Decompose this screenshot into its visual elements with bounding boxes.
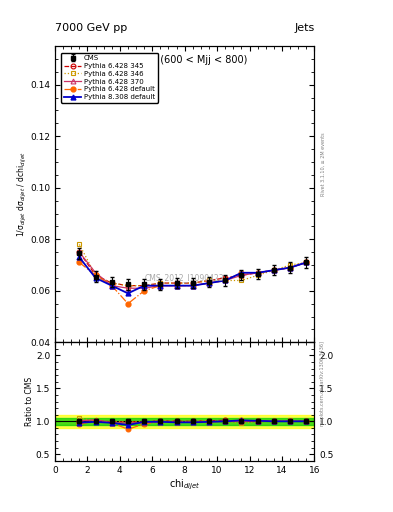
Pythia 8.308 default (93, 275, 98, 281)
Bar (55, 415, 314, 428)
Pythia 6.428 346 (239, 278, 244, 284)
Pythia 8.308 default (304, 260, 309, 266)
Pythia 8.308 default (223, 278, 228, 284)
Pythia 6.428 370 (174, 283, 179, 289)
Text: χ (jets) (600 < Mjj < 800): χ (jets) (600 < Mjj < 800) (123, 55, 247, 65)
Pythia 6.428 346 (109, 280, 114, 286)
Pythia 6.428 346 (191, 280, 195, 286)
Pythia 6.428 345 (126, 283, 130, 289)
Pythia 6.428 default (272, 267, 276, 273)
Pythia 6.428 345 (223, 275, 228, 281)
Line: Pythia 6.428 345: Pythia 6.428 345 (77, 250, 309, 288)
Pythia 8.308 default (77, 254, 82, 261)
Pythia 6.428 345 (255, 270, 260, 276)
Pythia 8.308 default (255, 270, 260, 276)
Pythia 6.428 370 (223, 278, 228, 284)
Pythia 6.428 370 (77, 249, 82, 255)
Pythia 8.308 default (142, 283, 147, 289)
Pythia 8.308 default (158, 283, 163, 289)
Pythia 6.428 346 (223, 278, 228, 284)
Y-axis label: 1/σ$_{dijet}$ dσ$_{dijet}$ / dchi$_{dijet}$: 1/σ$_{dijet}$ dσ$_{dijet}$ / dchi$_{dije… (16, 151, 29, 237)
Pythia 6.428 default (239, 270, 244, 276)
Text: Rivet 3.1.10, ≥ 2M events: Rivet 3.1.10, ≥ 2M events (320, 132, 325, 196)
Pythia 8.308 default (207, 280, 211, 286)
Pythia 6.428 346 (142, 283, 147, 289)
Pythia 6.428 370 (126, 285, 130, 291)
Pythia 6.428 370 (288, 265, 292, 271)
Pythia 6.428 370 (239, 272, 244, 279)
Pythia 6.428 370 (142, 285, 147, 291)
Pythia 6.428 default (288, 265, 292, 271)
Pythia 6.428 345 (109, 280, 114, 286)
Legend: CMS, Pythia 6.428 345, Pythia 6.428 346, Pythia 6.428 370, Pythia 6.428 default,: CMS, Pythia 6.428 345, Pythia 6.428 346,… (61, 53, 158, 103)
Pythia 6.428 370 (93, 270, 98, 276)
Pythia 6.428 370 (255, 270, 260, 276)
Pythia 6.428 370 (109, 283, 114, 289)
Pythia 6.428 default (126, 301, 130, 307)
Pythia 6.428 345 (272, 267, 276, 273)
Pythia 6.428 346 (255, 272, 260, 279)
Pythia 6.428 345 (207, 278, 211, 284)
Pythia 6.428 370 (272, 267, 276, 273)
Pythia 6.428 370 (158, 283, 163, 289)
Bar (55, 418, 314, 424)
Pythia 6.428 345 (93, 272, 98, 279)
Pythia 8.308 default (239, 270, 244, 276)
Pythia 6.428 345 (142, 283, 147, 289)
Pythia 6.428 346 (93, 272, 98, 279)
Pythia 6.428 345 (304, 260, 309, 266)
Pythia 8.308 default (191, 283, 195, 289)
Pythia 6.428 370 (304, 260, 309, 266)
Pythia 6.428 default (304, 260, 309, 266)
Pythia 8.308 default (109, 283, 114, 289)
Pythia 6.428 345 (174, 280, 179, 286)
Pythia 6.428 346 (288, 262, 292, 268)
Pythia 6.428 345 (158, 280, 163, 286)
Line: Pythia 8.308 default: Pythia 8.308 default (77, 255, 309, 296)
Pythia 8.308 default (126, 290, 130, 296)
X-axis label: chi$_{dijet}$: chi$_{dijet}$ (169, 477, 200, 492)
Pythia 6.428 default (93, 272, 98, 279)
Pythia 6.428 default (223, 278, 228, 284)
Pythia 6.428 346 (207, 278, 211, 284)
Text: mcplots.cern.ch [arXiv:1306.3436]: mcplots.cern.ch [arXiv:1306.3436] (320, 342, 325, 426)
Pythia 8.308 default (288, 265, 292, 271)
Pythia 6.428 default (109, 283, 114, 289)
Pythia 6.428 346 (77, 241, 82, 247)
Pythia 6.428 370 (207, 280, 211, 286)
Pythia 6.428 345 (239, 272, 244, 279)
Pythia 6.428 default (207, 280, 211, 286)
Pythia 6.428 346 (272, 267, 276, 273)
Text: CMS_2012_I1090423: CMS_2012_I1090423 (145, 272, 224, 282)
Pythia 6.428 default (158, 283, 163, 289)
Pythia 6.428 346 (158, 280, 163, 286)
Pythia 8.308 default (272, 267, 276, 273)
Pythia 6.428 default (77, 260, 82, 266)
Y-axis label: Ratio to CMS: Ratio to CMS (26, 377, 35, 426)
Pythia 6.428 default (191, 283, 195, 289)
Pythia 6.428 345 (191, 280, 195, 286)
Pythia 6.428 346 (304, 260, 309, 266)
Line: Pythia 6.428 370: Pythia 6.428 370 (77, 250, 309, 291)
Pythia 6.428 346 (174, 280, 179, 286)
Pythia 6.428 370 (191, 283, 195, 289)
Text: Jets: Jets (294, 23, 314, 33)
Pythia 6.428 default (174, 283, 179, 289)
Text: 7000 GeV pp: 7000 GeV pp (55, 23, 127, 33)
Pythia 6.428 default (142, 288, 147, 294)
Pythia 6.428 345 (77, 249, 82, 255)
Pythia 6.428 default (255, 270, 260, 276)
Pythia 6.428 346 (126, 283, 130, 289)
Pythia 6.428 345 (288, 265, 292, 271)
Line: Pythia 6.428 346: Pythia 6.428 346 (77, 242, 309, 288)
Line: Pythia 6.428 default: Pythia 6.428 default (77, 260, 309, 306)
Pythia 8.308 default (174, 283, 179, 289)
